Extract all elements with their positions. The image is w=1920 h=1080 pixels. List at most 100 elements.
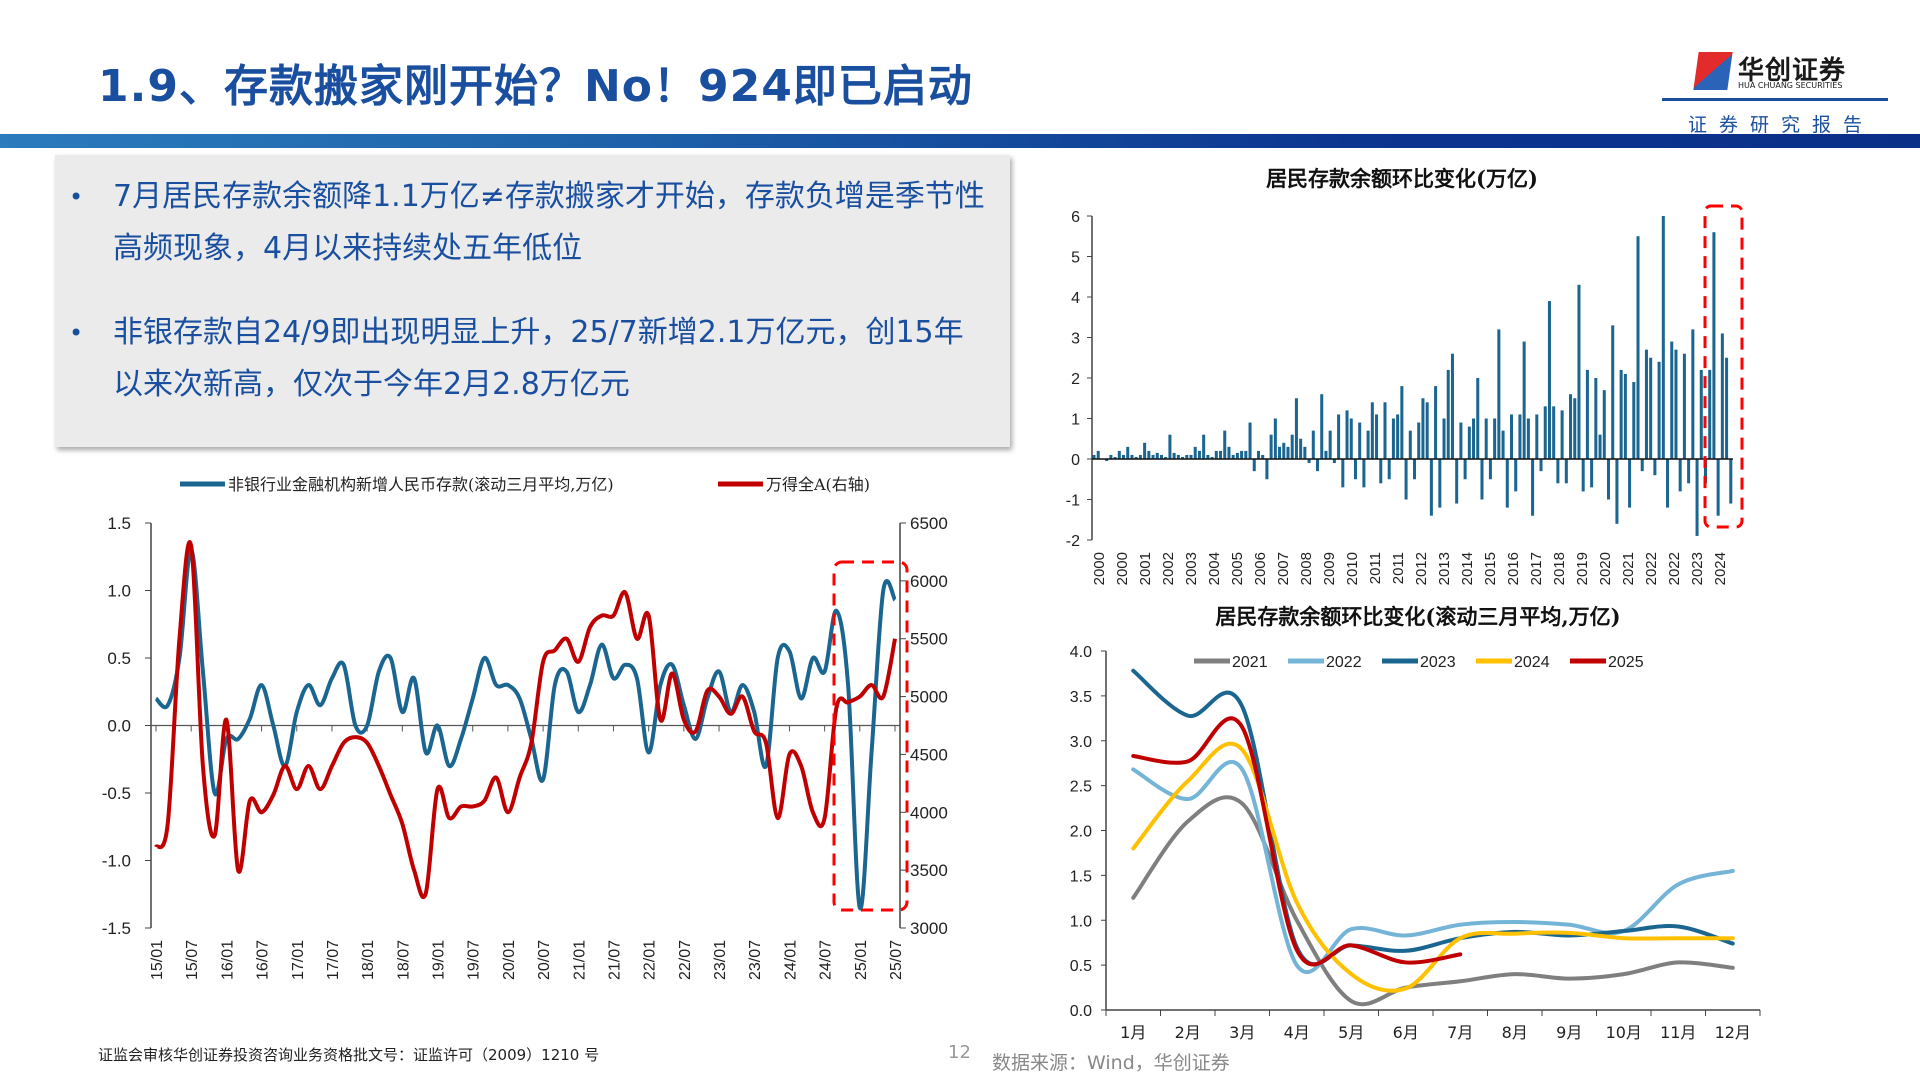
bullet-dot-icon: •	[69, 183, 84, 211]
bar	[1092, 454, 1096, 459]
bar	[1404, 459, 1408, 500]
bar	[1594, 378, 1598, 459]
bullet-text: 非银存款自24/9即出现明显上升，25/7新增2.1万亿元，创15年以来次新高，…	[113, 315, 964, 402]
x-tick-label: 2000	[1114, 552, 1131, 585]
y-tick-label: 6	[1071, 209, 1080, 226]
y-tick-label: -1	[1066, 493, 1080, 510]
bar	[1337, 414, 1341, 459]
bar	[1235, 452, 1239, 459]
y-tick-label: 1	[1071, 412, 1080, 429]
bar	[1193, 446, 1197, 459]
x-tick-label: 24/07	[818, 940, 835, 980]
bar	[1425, 402, 1429, 459]
bar	[1413, 459, 1417, 480]
legend-label: 2024	[1514, 654, 1550, 671]
x-tick-label: 2022	[1666, 552, 1683, 585]
x-tick-label: 10月	[1606, 1023, 1642, 1042]
bar	[1653, 459, 1657, 476]
bar	[1505, 459, 1509, 508]
bar	[1623, 373, 1627, 459]
x-tick-label: 7月	[1447, 1023, 1473, 1042]
bar	[1657, 361, 1661, 459]
chart-title: 居民存款余额环比变化(滚动三月平均,万亿)	[1215, 604, 1620, 629]
bar	[1278, 446, 1282, 459]
y-tick-label: 4.0	[1070, 644, 1092, 661]
bar	[1206, 454, 1210, 459]
bar	[1151, 454, 1155, 459]
bar	[1716, 459, 1720, 516]
y2-tick-label: 5000	[910, 688, 948, 707]
bar	[1543, 406, 1547, 459]
bar	[1227, 446, 1231, 459]
logo-text: 华创证券	[1738, 56, 1847, 86]
bar	[1531, 459, 1535, 516]
x-tick-label: 2024	[1712, 552, 1729, 585]
x-tick-label: 21/01	[571, 940, 588, 980]
x-tick-label: 8月	[1502, 1023, 1528, 1042]
bar	[1581, 459, 1585, 492]
bar	[1695, 459, 1699, 536]
bar	[1375, 414, 1379, 459]
bar	[1244, 450, 1248, 459]
bar	[1273, 418, 1277, 459]
bar	[1526, 418, 1530, 459]
x-tick-label: 20/01	[501, 940, 518, 980]
bar	[1096, 450, 1100, 459]
bar	[1138, 454, 1142, 459]
bar	[1691, 329, 1695, 459]
bar	[1400, 386, 1404, 459]
bar	[1324, 450, 1328, 459]
bar	[1590, 459, 1594, 488]
x-tick-label: 2020	[1597, 552, 1614, 585]
bar	[1240, 450, 1244, 459]
y-tick-label: -1.0	[102, 852, 131, 871]
x-tick-label: 2007	[1275, 552, 1292, 585]
data-source: 数据来源：Wind，华创证券	[992, 1052, 1230, 1074]
bar	[1535, 414, 1539, 459]
highlight-box	[1703, 204, 1744, 529]
y2-tick-label: 6500	[910, 514, 948, 533]
legend-label: 2025	[1608, 654, 1644, 671]
bar	[1708, 369, 1712, 459]
series-line-2021	[1131, 795, 1735, 1007]
bar	[1202, 434, 1206, 459]
y-tick-label: -1.5	[102, 919, 131, 938]
bar	[1560, 410, 1564, 459]
bar	[1130, 454, 1134, 459]
bar	[1105, 459, 1109, 462]
bar	[1265, 459, 1269, 480]
series-line-2025	[1131, 716, 1463, 967]
bar	[1261, 454, 1265, 459]
bar	[1497, 329, 1501, 459]
series-line-2023	[1131, 668, 1735, 967]
y2-tick-label: 4000	[910, 803, 948, 822]
bar	[1577, 284, 1581, 459]
x-tick-label: 2000	[1091, 552, 1108, 585]
bar	[1493, 418, 1497, 459]
x-tick-label: 12月	[1715, 1023, 1751, 1042]
y2-tick-label: 6000	[910, 572, 948, 591]
y-tick-label: 2.5	[1070, 779, 1092, 796]
bar	[1501, 430, 1505, 459]
series-line-2022	[1131, 759, 1735, 975]
bar	[1117, 450, 1121, 459]
bullet-text: 7月居民存款余额降1.1万亿≠存款搬家才开始，存款负增是季节性高频现象，4月以来…	[113, 179, 985, 266]
bar	[1644, 349, 1648, 459]
bar	[1619, 369, 1623, 459]
x-tick-label: 9月	[1556, 1023, 1582, 1042]
bar	[1438, 459, 1442, 508]
bar	[1602, 390, 1606, 459]
y-tick-label: 2.0	[1070, 824, 1092, 841]
x-tick-label: 2003	[1183, 552, 1200, 585]
y2-tick-label: 3500	[910, 861, 948, 880]
bar	[1134, 456, 1138, 459]
bar	[1231, 454, 1235, 459]
company-logo: 华创证券 HUA CHUANG SECURITIES	[1693, 50, 1856, 94]
bar	[1113, 456, 1117, 459]
y2-tick-label: 3000	[910, 919, 948, 938]
logo-divider	[1662, 98, 1888, 101]
bar	[1598, 434, 1602, 459]
y-tick-label: 3	[1071, 331, 1080, 348]
bar	[1383, 402, 1387, 459]
bar	[1252, 459, 1256, 472]
